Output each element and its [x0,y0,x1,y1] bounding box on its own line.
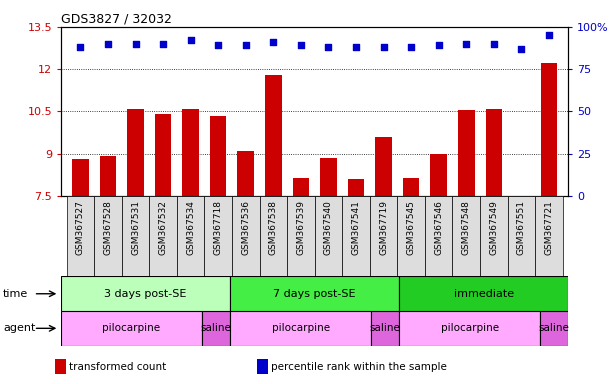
Bar [265,75,282,196]
Text: GSM367551: GSM367551 [517,200,526,255]
Bar [149,196,177,276]
Point [489,41,499,47]
Bar [540,311,568,346]
Bar [210,116,227,196]
Bar [320,158,337,196]
Text: 7 days post-SE: 7 days post-SE [273,289,356,299]
Text: saline: saline [370,323,401,333]
Bar [202,311,230,346]
Bar [371,311,399,346]
Bar [403,177,419,196]
Bar [375,137,392,196]
Text: GSM367548: GSM367548 [462,200,470,255]
Bar [61,276,230,311]
Text: GSM367538: GSM367538 [269,200,278,255]
Text: GSM367546: GSM367546 [434,200,443,255]
Bar [260,196,287,276]
Point [268,39,278,45]
Text: GSM367718: GSM367718 [214,200,222,255]
Bar [205,196,232,276]
Bar [177,196,205,276]
Point [131,41,141,47]
Bar [315,196,342,276]
Point [434,42,444,48]
Point [406,44,416,50]
Text: GSM367541: GSM367541 [351,200,360,255]
Bar [72,159,89,196]
Text: 3 days post-SE: 3 days post-SE [104,289,187,299]
Point [158,41,168,47]
Bar [399,311,540,346]
Point [103,41,113,47]
Text: GSM367719: GSM367719 [379,200,388,255]
Bar [348,179,364,196]
Point [296,42,306,48]
Point [351,44,361,50]
Text: immediate: immediate [453,289,514,299]
Text: agent: agent [3,323,35,333]
Bar [342,196,370,276]
Bar [541,63,557,196]
Bar [293,177,309,196]
Text: GSM367545: GSM367545 [407,200,415,255]
Point [213,42,223,48]
Bar [127,109,144,196]
Bar [399,276,568,311]
Text: GSM367549: GSM367549 [489,200,499,255]
Text: pilocarpine: pilocarpine [103,323,161,333]
Text: GSM367532: GSM367532 [159,200,167,255]
Point [186,37,196,43]
Bar [94,196,122,276]
Text: percentile rank within the sample: percentile rank within the sample [271,362,447,372]
Bar [397,196,425,276]
Point [241,42,251,48]
Bar [480,196,508,276]
Bar [182,109,199,196]
Point [76,44,86,50]
Bar [486,109,502,196]
Text: GSM367721: GSM367721 [544,200,554,255]
Text: time: time [3,289,28,299]
Bar [238,151,254,196]
Bar [370,196,397,276]
Bar [232,196,260,276]
Bar [100,156,116,196]
Bar [230,311,371,346]
Point [379,44,389,50]
Bar [67,196,94,276]
Text: GDS3827 / 32032: GDS3827 / 32032 [61,13,172,26]
Bar [508,196,535,276]
Text: GSM367528: GSM367528 [103,200,112,255]
Bar [453,196,480,276]
Text: GSM367539: GSM367539 [296,200,306,255]
Text: transformed count: transformed count [69,362,166,372]
Bar [61,311,202,346]
Bar [122,196,149,276]
Bar [430,154,447,196]
Text: GSM367534: GSM367534 [186,200,195,255]
Text: GSM367536: GSM367536 [241,200,251,255]
Text: saline: saline [200,323,232,333]
Bar [287,196,315,276]
Text: GSM367527: GSM367527 [76,200,85,255]
Bar [535,196,563,276]
Point [324,44,334,50]
Text: pilocarpine: pilocarpine [271,323,330,333]
Bar [155,114,171,196]
Text: saline: saline [539,323,569,333]
Bar [425,196,453,276]
Text: GSM367531: GSM367531 [131,200,140,255]
Bar [458,110,475,196]
Point [544,32,554,38]
Text: pilocarpine: pilocarpine [441,323,499,333]
Point [516,46,526,52]
Point [461,41,471,47]
Text: GSM367540: GSM367540 [324,200,333,255]
Bar [230,276,399,311]
